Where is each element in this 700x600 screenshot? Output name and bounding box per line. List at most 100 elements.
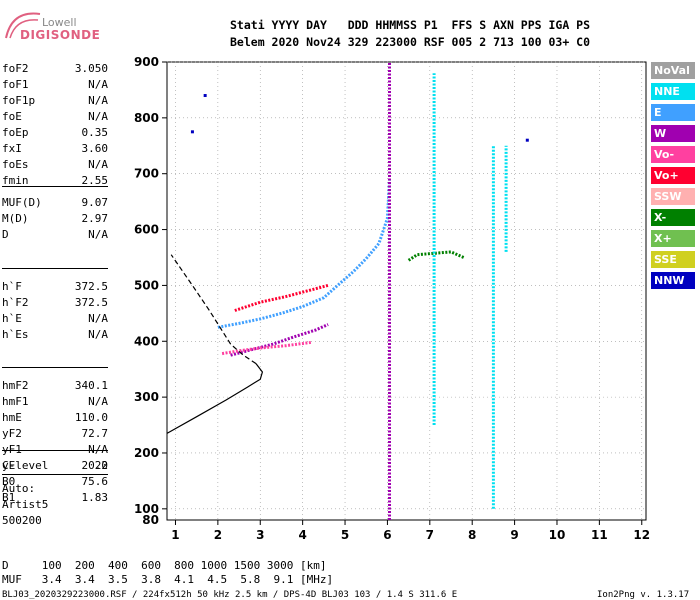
param-value: N/A xyxy=(88,328,108,341)
legend-entry: Vo+ xyxy=(651,167,695,184)
param-value: 3.050 xyxy=(74,62,108,75)
lowell-digisonde-logo: Lowell DIGISONDE xyxy=(4,6,100,42)
param-separator xyxy=(2,186,108,187)
param-row: M(D) 2.97 xyxy=(2,212,108,226)
param-value: N/A xyxy=(88,110,108,123)
param-row: foF2 3.050 xyxy=(2,62,108,76)
param-row: fmin 2.55 xyxy=(2,174,108,188)
param-value: 0.35 xyxy=(81,126,109,139)
param-name: foE xyxy=(2,110,22,123)
logo-mark-icon xyxy=(5,12,41,39)
echo-point xyxy=(190,130,194,134)
autoscale-label: Auto: xyxy=(2,482,36,495)
param-row: h`F2 372.5 xyxy=(2,296,108,310)
param-row: B0 75.6 xyxy=(2,475,108,489)
param-name: h`F2 xyxy=(2,296,29,309)
x-tick-label: 6 xyxy=(383,528,391,542)
plot-frame xyxy=(166,61,647,521)
logo-product: DIGISONDE xyxy=(20,28,101,42)
param-name: hmE xyxy=(2,411,22,424)
param-value: 2.97 xyxy=(81,212,109,225)
autoscale-method: Artist5 xyxy=(2,498,49,511)
header-values: Belem 2020 Nov24 329 223000 RSF 005 2 71… xyxy=(230,35,591,49)
legend-entry: NoVal xyxy=(651,62,695,79)
param-name: MUF(D) xyxy=(2,196,42,209)
x-tick-label: 10 xyxy=(549,528,566,542)
x-tick-label: 11 xyxy=(591,528,608,542)
logo-brand: Lowell xyxy=(42,16,77,29)
param-name: fmin xyxy=(2,174,29,187)
param-row: yF1 N/A xyxy=(2,443,108,457)
x-tick-label: 3 xyxy=(256,528,264,542)
footer-version: Ion2Png v. 1.3.17 xyxy=(597,590,690,600)
legend-entry: X+ xyxy=(651,230,695,247)
param-value: 372.5 xyxy=(74,280,108,293)
header-columns: Stati YYYY DAY DDD HHMMSS P1 FFS S AXN P… xyxy=(230,18,591,32)
profile-curve xyxy=(166,254,264,434)
y-tick-label: 400 xyxy=(134,334,159,348)
param-row: MUF(D) 9.07 xyxy=(2,196,108,210)
param-value: 75.6 xyxy=(81,475,109,488)
param-row: yE 20.0 xyxy=(2,459,108,473)
param-value: N/A xyxy=(88,158,108,171)
x-tick-label: 12 xyxy=(633,528,650,542)
param-value: N/A xyxy=(88,312,108,325)
y-tick-label: 900 xyxy=(134,55,159,69)
param-value: 340.1 xyxy=(74,379,108,392)
param-name: h`E xyxy=(2,312,22,325)
param-name: h`F xyxy=(2,280,22,293)
param-name: B1 xyxy=(2,491,16,504)
footer-muf-row: MUF 3.4 3.4 3.5 3.8 4.1 4.5 5.8 9.1 [MHz… xyxy=(2,573,334,586)
param-name: yF1 xyxy=(2,443,22,456)
param-value: N/A xyxy=(88,443,108,456)
param-separator xyxy=(2,450,108,451)
param-name: foF1p xyxy=(2,94,36,107)
param-name: hmF2 xyxy=(2,379,29,392)
legend-entry: Vo- xyxy=(651,146,695,163)
param-row: hmF2 340.1 xyxy=(2,379,108,393)
param-separator xyxy=(2,268,108,269)
param-name: yE xyxy=(2,459,16,472)
param-row: B1 1.83 xyxy=(2,491,108,505)
param-name: B0 xyxy=(2,475,16,488)
legend-entry: SSW xyxy=(651,188,695,205)
y-tick-label: 300 xyxy=(134,390,159,404)
y-tick-label: 500 xyxy=(134,278,159,292)
param-name: C-level xyxy=(2,459,49,472)
param-name: foEp xyxy=(2,126,29,139)
footer-distance-row: D 100 200 400 600 800 1000 1500 3000 [km… xyxy=(2,559,327,572)
param-value: 1.83 xyxy=(81,491,109,504)
autoscale-code: 500200 xyxy=(2,514,42,527)
param-name: h`Es xyxy=(2,328,29,341)
echo-trace xyxy=(407,250,465,262)
x-tick-label: 7 xyxy=(426,528,434,542)
param-name: fxI xyxy=(2,142,22,155)
x-tick-label: 1 xyxy=(171,528,179,542)
legend-entry: SSE xyxy=(651,251,695,268)
param-row: hmF1 N/A xyxy=(2,395,108,409)
param-name: M(D) xyxy=(2,212,29,225)
profile-solid-branch xyxy=(166,363,264,434)
param-name: foEs xyxy=(2,158,29,171)
param-value: 9.07 xyxy=(81,196,109,209)
param-value: N/A xyxy=(88,78,108,91)
param-row: h`E N/A xyxy=(2,312,108,326)
param-row: foF1 N/A xyxy=(2,78,108,92)
param-name: foF1 xyxy=(2,78,29,91)
legend-entry: NNE xyxy=(651,83,695,100)
param-name: yF2 xyxy=(2,427,22,440)
y-tick-label: 700 xyxy=(134,167,159,181)
param-value: N/A xyxy=(88,228,108,241)
legend-entry: E xyxy=(651,104,695,121)
param-row: yF2 72.7 xyxy=(2,427,108,441)
y-tick-label: 800 xyxy=(134,111,159,125)
footer-file-info: BLJ03_2020329223000.RSF / 224fx512h 50 k… xyxy=(2,590,458,600)
legend-entry: NNW xyxy=(651,272,695,289)
y-axis-ticks: 100 200 300 400 500 600 700 800 900 80 xyxy=(134,55,167,527)
param-separator xyxy=(2,474,108,475)
echo-point xyxy=(525,138,529,142)
param-name: foF2 xyxy=(2,62,29,75)
x-tick-label: 4 xyxy=(298,528,306,542)
param-row: foEp 0.35 xyxy=(2,126,108,140)
